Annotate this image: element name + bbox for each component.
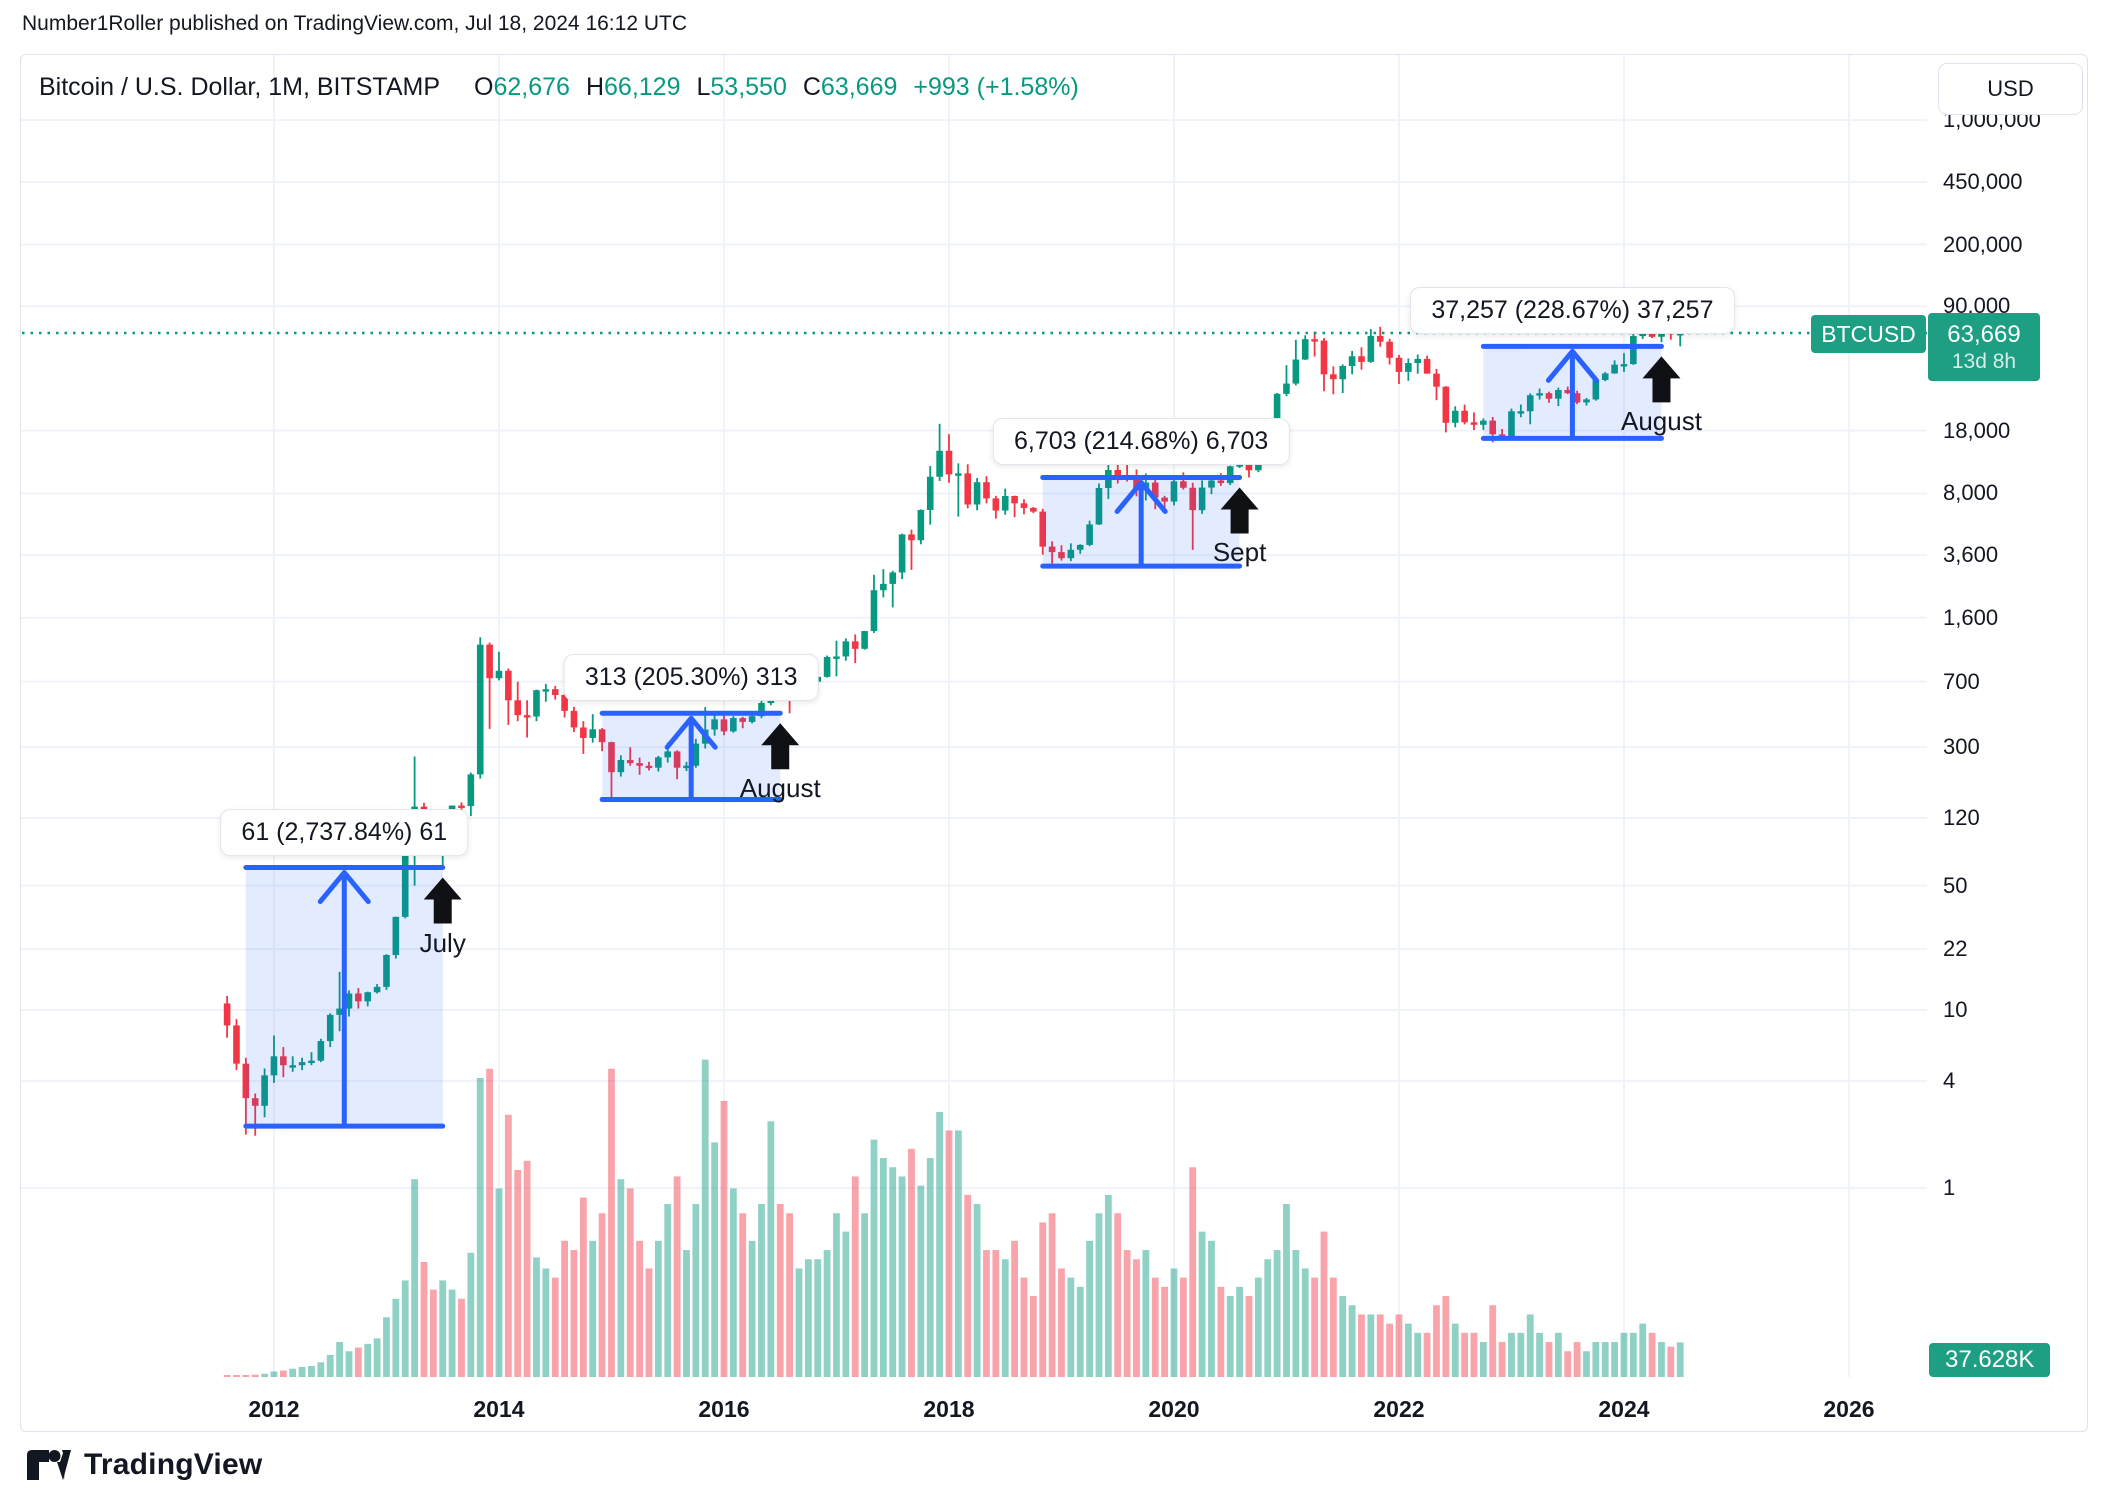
price-axis-label: 1 bbox=[1943, 1175, 1956, 1201]
ohlc-open-value: 62,676 bbox=[493, 73, 570, 101]
ohlc-close-letter: C bbox=[802, 73, 821, 101]
time-axis-label: 2014 bbox=[473, 1396, 525, 1422]
last-price-badge: 63,669 13d 8h bbox=[1928, 313, 2040, 381]
time-axis[interactable]: 2012 2014 2016 2018 2020 2022 2024 2026 bbox=[21, 1387, 1927, 1431]
chart-widget: Bitcoin / U.S. Dollar, 1M, BITSTAMP O62,6… bbox=[20, 54, 2088, 1432]
price-axis-label: 4 bbox=[1943, 1067, 1956, 1093]
measure-box-4 bbox=[1480, 343, 1681, 441]
tradingview-logo-icon bbox=[27, 1450, 71, 1480]
time-axis-label: 2020 bbox=[1148, 1396, 1200, 1422]
price-axis-label: 3,600 bbox=[1943, 542, 1999, 568]
tradingview-brand-text: TradingView bbox=[84, 1448, 263, 1481]
tradingview-footer: TradingView bbox=[26, 1448, 262, 1482]
time-axis-label: 2026 bbox=[1823, 1396, 1875, 1422]
price-axis-label: 10 bbox=[1943, 997, 1968, 1023]
symbol-price-line-badge: BTCUSD bbox=[1811, 315, 1926, 353]
candlestick-series bbox=[223, 321, 1684, 1136]
up-arrow-icon bbox=[423, 877, 462, 924]
time-axis-label: 2012 bbox=[248, 1396, 300, 1422]
ohlc-low-value: 53,550 bbox=[710, 73, 787, 101]
up-arrow-icon bbox=[1642, 356, 1681, 403]
chart-legend: Bitcoin / U.S. Dollar, 1M, BITSTAMP O62,6… bbox=[39, 73, 1079, 102]
up-arrow-icon bbox=[1220, 487, 1259, 534]
price-axis-label: 450,000 bbox=[1943, 168, 2023, 194]
price-axis-label: 1,600 bbox=[1943, 604, 1999, 630]
volume-series bbox=[223, 1059, 1684, 1377]
time-axis-label: 2018 bbox=[923, 1396, 975, 1422]
price-axis-label: 120 bbox=[1943, 805, 1980, 830]
change-value: +993 (+1.58%) bbox=[913, 73, 1079, 101]
time-axis-label: 2022 bbox=[1373, 1396, 1425, 1422]
volume-badge: 37.628K bbox=[1929, 1343, 2051, 1377]
price-axis-label: 200,000 bbox=[1943, 231, 2023, 257]
ohlc-high-letter: H bbox=[585, 73, 605, 101]
price-axis[interactable]: 1,000,000 450,000 200,000 90,000 18,000 8,000… bbox=[1927, 55, 2087, 1431]
measure-box-1 bbox=[243, 865, 462, 1129]
time-axis-label: 2016 bbox=[698, 1396, 750, 1422]
symbol-title: Bitcoin / U.S. Dollar, 1M, BITSTAMP bbox=[39, 73, 441, 101]
grid-lines bbox=[21, 55, 1927, 1377]
time-axis-label: 2024 bbox=[1598, 1396, 1650, 1422]
price-axis-label: 8,000 bbox=[1943, 480, 1999, 506]
ohlc-high-value: 66,129 bbox=[604, 73, 681, 101]
price-axis-label: 22 bbox=[1943, 936, 1968, 962]
bar-countdown: 13d 8h bbox=[1951, 350, 2017, 373]
currency-toggle-button[interactable]: USD bbox=[1938, 63, 2083, 115]
last-price-value: 63,669 bbox=[1947, 321, 2021, 348]
price-axis-label: 50 bbox=[1943, 872, 1968, 898]
price-axis-label: 700 bbox=[1943, 668, 1980, 694]
measure-box-2 bbox=[599, 710, 800, 802]
measure-box-3 bbox=[1040, 474, 1259, 569]
ohlc-open-letter: O bbox=[474, 73, 494, 101]
price-axis-label: 18,000 bbox=[1943, 417, 2011, 443]
chart-plot-area[interactable] bbox=[21, 55, 2087, 1431]
published-header: Number1Roller published on TradingView.c… bbox=[22, 12, 687, 35]
price-axis-label: 300 bbox=[1943, 734, 1980, 760]
ohlc-low-letter: L bbox=[696, 73, 711, 101]
up-arrow-icon bbox=[761, 723, 800, 770]
ohlc-close-value: 63,669 bbox=[820, 73, 898, 101]
